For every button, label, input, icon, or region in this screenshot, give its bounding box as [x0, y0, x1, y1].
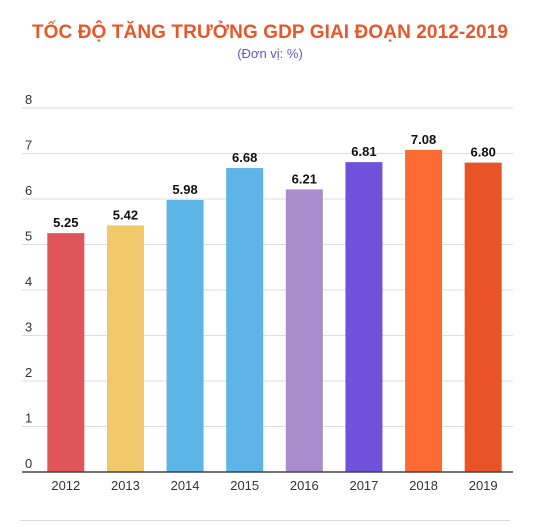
y-tick-label: 8 [25, 92, 32, 107]
y-tick-label: 1 [25, 411, 32, 426]
y-tick-label: 0 [25, 456, 32, 471]
x-tick-label: 2019 [469, 478, 498, 493]
value-label: 6.68 [232, 150, 257, 165]
chart-title: TỐC ĐỘ TĂNG TRƯỞNG GDP GIAI ĐOẠN 2012-20… [31, 22, 509, 43]
x-tick-label: 2017 [349, 478, 378, 493]
x-tick-label: 2014 [171, 478, 200, 493]
bar [464, 162, 502, 472]
bar [285, 189, 323, 472]
x-tick-label: 2012 [51, 478, 80, 493]
value-label: 6.21 [292, 171, 317, 186]
value-label: 6.81 [351, 144, 376, 159]
y-tick-label: 6 [25, 183, 32, 198]
bar [47, 233, 85, 472]
y-tick-label: 3 [25, 320, 32, 335]
value-label: 5.42 [113, 207, 138, 222]
x-tick-label: 2018 [409, 478, 438, 493]
bar [166, 199, 204, 472]
value-label: 6.80 [471, 145, 496, 160]
y-tick-label: 5 [25, 229, 32, 244]
bar [405, 149, 443, 473]
value-label: 7.08 [411, 132, 436, 147]
bar [106, 225, 144, 472]
y-tick-label: 2 [25, 365, 32, 380]
bar [226, 168, 264, 472]
y-tick-label: 4 [25, 274, 32, 289]
value-label: 5.98 [172, 182, 197, 197]
y-tick-label: 7 [25, 138, 32, 153]
bar [345, 162, 383, 472]
value-label: 5.25 [53, 215, 78, 230]
x-tick-label: 2015 [230, 478, 259, 493]
chart-subtitle: (Đơn vị: %) [237, 46, 303, 61]
bottom-divider [20, 520, 510, 521]
x-tick-label: 2016 [290, 478, 319, 493]
x-tick-label: 2013 [111, 478, 140, 493]
